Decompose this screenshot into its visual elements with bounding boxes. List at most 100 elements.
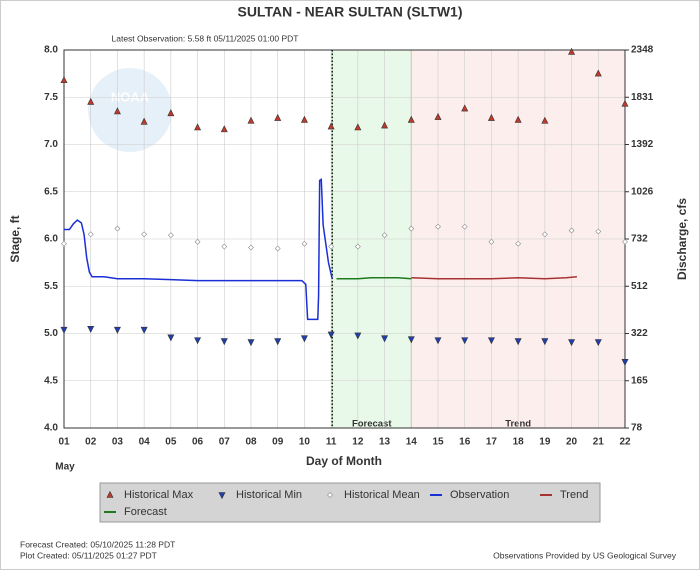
y2-tick-label: 732 xyxy=(631,234,648,245)
data-point xyxy=(327,331,335,339)
data-point xyxy=(113,107,121,115)
series-line xyxy=(64,178,333,321)
data-point xyxy=(407,115,415,123)
data-point xyxy=(381,335,389,343)
y2-tick-label: 78 xyxy=(631,423,643,434)
x-tick-label: 03 xyxy=(112,437,124,448)
logo-text: NOAA xyxy=(111,89,150,104)
data-point xyxy=(568,339,576,347)
data-point xyxy=(87,325,95,333)
x-tick-label: 12 xyxy=(352,437,364,448)
data-point xyxy=(541,338,549,346)
data-point xyxy=(113,326,121,334)
data-point xyxy=(300,335,308,343)
data-point xyxy=(167,334,175,342)
x-tick-label: 07 xyxy=(219,437,231,448)
data-point xyxy=(167,109,175,117)
footer-text: Observations Provided by US Geological S… xyxy=(493,550,677,560)
y-tick-label: 6.0 xyxy=(44,234,58,245)
y2-tick-label: 512 xyxy=(631,281,648,292)
x-tick-label: 01 xyxy=(58,437,70,448)
data-point xyxy=(87,231,94,238)
series-line xyxy=(411,276,577,280)
data-point xyxy=(194,337,202,345)
data-point xyxy=(140,326,148,334)
month-label: May xyxy=(55,462,75,473)
y-tick-label: 8.0 xyxy=(44,45,58,56)
y-tick-label: 4.5 xyxy=(44,375,58,386)
data-point xyxy=(114,225,121,232)
data-point xyxy=(594,69,602,77)
legend-box xyxy=(99,482,601,523)
data-point xyxy=(541,116,549,124)
data-point xyxy=(247,339,255,347)
data-point xyxy=(274,113,282,121)
data-point xyxy=(568,47,576,55)
x-axis-label: Day of Month xyxy=(306,454,382,468)
x-tick-label: 08 xyxy=(245,437,257,448)
data-point xyxy=(407,336,415,344)
data-point xyxy=(541,231,548,238)
x-tick-label: 19 xyxy=(539,437,551,448)
data-point xyxy=(140,117,148,125)
data-point xyxy=(221,243,228,250)
data-point xyxy=(487,113,495,121)
x-tick-label: 02 xyxy=(85,437,97,448)
data-point xyxy=(487,337,495,345)
footer-text: Forecast Created: 05/10/2025 11:28 PDT xyxy=(20,539,175,549)
x-tick-label: 17 xyxy=(486,437,498,448)
data-point xyxy=(354,123,362,131)
y-tick-label: 7.0 xyxy=(44,139,58,150)
data-point xyxy=(220,125,228,133)
data-point xyxy=(595,228,602,235)
data-point xyxy=(61,240,67,247)
data-point xyxy=(514,338,522,346)
data-point xyxy=(274,245,281,252)
y2-tick-label: 322 xyxy=(631,328,648,339)
data-point xyxy=(488,238,495,245)
x-tick-label: 05 xyxy=(165,437,177,448)
data-point xyxy=(301,240,308,247)
legend-label: Historical Max xyxy=(124,489,194,501)
y-tick-label: 4.0 xyxy=(44,423,58,434)
data-point xyxy=(327,122,335,130)
data-point xyxy=(220,338,228,346)
legend-swatch xyxy=(218,492,226,500)
data-point xyxy=(274,338,282,346)
legend-label: Observation xyxy=(450,489,509,501)
logo xyxy=(88,68,172,152)
data-point xyxy=(194,123,202,131)
data-point xyxy=(328,243,335,250)
y-axis-label: Stage, ft xyxy=(8,215,22,262)
x-tick-label: 15 xyxy=(432,437,444,448)
region-label: Forecast xyxy=(352,419,392,430)
data-point xyxy=(248,244,254,251)
legend-label: Historical Min xyxy=(236,489,302,501)
data-point xyxy=(381,121,389,129)
y2-tick-label: 1831 xyxy=(631,92,654,103)
y2-tick-label: 1026 xyxy=(631,186,654,197)
data-point xyxy=(594,339,602,347)
footer-text: Plot Created: 05/11/2025 01:27 PDT xyxy=(20,550,157,560)
data-point xyxy=(167,232,174,239)
x-tick-label: 18 xyxy=(513,437,525,448)
y2-tick-label: 1392 xyxy=(631,139,654,150)
legend-swatch xyxy=(327,492,333,498)
data-point xyxy=(621,359,629,367)
legend-swatch xyxy=(106,490,114,498)
data-point xyxy=(87,97,95,105)
x-tick-label: 04 xyxy=(139,437,151,448)
data-point xyxy=(141,231,148,238)
data-point xyxy=(354,243,361,250)
data-point xyxy=(461,337,469,345)
legend-label: Historical Mean xyxy=(344,489,420,501)
x-tick-label: 16 xyxy=(459,437,471,448)
data-point xyxy=(621,99,629,107)
x-tick-label: 06 xyxy=(192,437,204,448)
data-point xyxy=(514,115,522,123)
x-tick-label: 21 xyxy=(593,437,605,448)
data-point xyxy=(461,223,468,230)
y2-tick-label: 165 xyxy=(631,375,648,386)
series-line xyxy=(336,276,412,280)
